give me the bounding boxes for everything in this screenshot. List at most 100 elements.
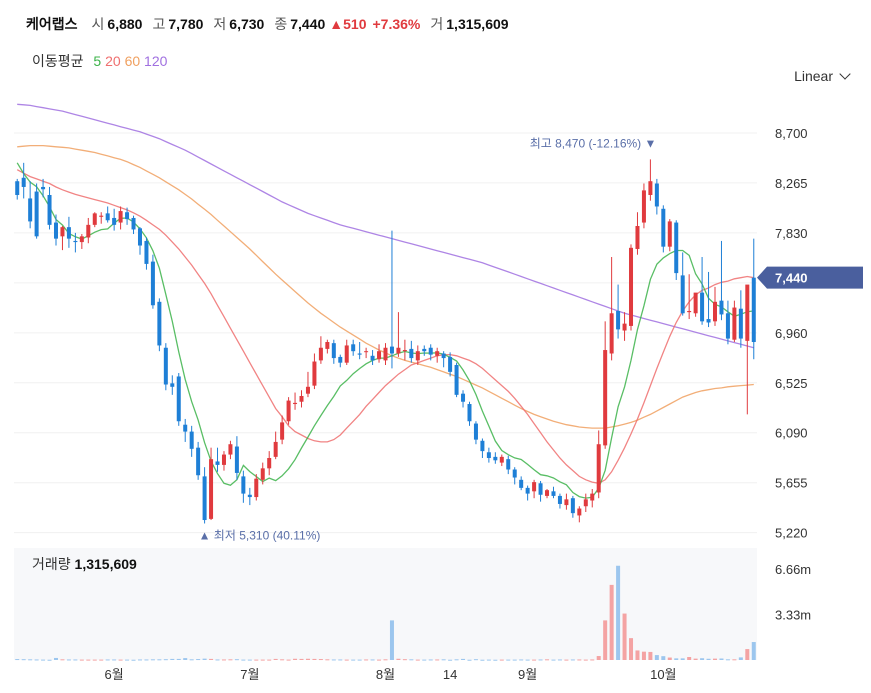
candle-body <box>415 351 420 361</box>
volume-bar <box>725 659 730 661</box>
volume-bar <box>144 659 149 661</box>
candle-body <box>525 487 530 494</box>
low-annotation: ▲ 최저 5,310 (40.11%) <box>199 528 321 542</box>
candle-body <box>383 347 388 361</box>
volume-bar <box>467 659 472 661</box>
candle-body <box>131 217 136 230</box>
candle-body <box>713 301 718 322</box>
volume-bar <box>590 659 595 661</box>
volume-bar <box>519 659 524 661</box>
candle-body <box>461 393 466 402</box>
candle-body <box>344 345 349 363</box>
candle-body <box>512 469 517 478</box>
x-tick-label: 9월 <box>518 667 537 682</box>
volume-bar <box>719 658 724 660</box>
ma-legend: 이동평균 5 20 60 120 <box>32 51 167 71</box>
volume-bar <box>202 658 207 660</box>
volume-bar <box>389 620 394 660</box>
volume-bar <box>732 659 737 661</box>
y-tick-label: 6,090 <box>775 426 808 441</box>
volume-bar <box>661 656 666 660</box>
candle-body <box>583 499 588 507</box>
candle-body <box>280 422 285 440</box>
candle-body <box>221 454 226 465</box>
candle-body <box>338 356 343 363</box>
volume-bar <box>293 658 298 660</box>
candle-body <box>241 476 246 494</box>
volume-bar <box>183 658 188 660</box>
open-value: 6,880 <box>107 16 143 32</box>
scale-select[interactable]: Linear <box>794 67 851 84</box>
volume-panel-label: 거래량 1,315,609 <box>32 554 137 574</box>
scale-select-value: Linear <box>794 68 833 84</box>
candle-body <box>622 323 627 331</box>
low-value: 6,730 <box>229 16 265 32</box>
ma5-legend[interactable]: 5 <box>93 53 102 69</box>
ma60-legend[interactable]: 60 <box>124 53 141 69</box>
candle-body <box>732 307 737 340</box>
volume-bar <box>15 659 20 661</box>
candle-body <box>422 348 427 352</box>
volume-bar <box>461 658 466 660</box>
candle-body <box>21 177 26 187</box>
volume-bar <box>338 659 343 661</box>
ma120-legend[interactable]: 120 <box>144 53 168 69</box>
candle-body <box>654 183 659 207</box>
high-annotation: 최고 8,470 (-12.16%) ▼ <box>530 136 657 150</box>
volume-bar <box>150 659 155 661</box>
volume-bar <box>99 659 104 661</box>
y-tick-label: 7,830 <box>775 226 808 241</box>
x-tick-label: 10월 <box>650 667 676 682</box>
candle-body <box>751 277 756 343</box>
volume-bar <box>693 658 698 660</box>
volume-bar <box>73 659 78 661</box>
candle-body <box>28 198 33 222</box>
candle-body <box>15 181 20 195</box>
candle-body <box>590 493 595 501</box>
candle-body <box>409 348 414 359</box>
candle-body <box>616 310 621 330</box>
volume-bar <box>21 659 26 661</box>
volume-bar <box>92 659 97 661</box>
ma20-legend[interactable]: 20 <box>105 53 121 69</box>
x-tick-label: 8월 <box>376 667 395 682</box>
volume-bar <box>312 658 317 660</box>
volume-panel-value: 1,315,609 <box>74 556 137 572</box>
candle-body <box>661 208 666 247</box>
volume-bar <box>60 659 65 661</box>
x-tick-label: 7월 <box>240 667 259 682</box>
candle-body <box>396 347 401 354</box>
candle-body <box>499 456 504 463</box>
candle-body <box>700 292 705 322</box>
volume-bar <box>286 659 291 661</box>
volume-bar <box>221 659 226 661</box>
candle-body <box>299 395 304 402</box>
candle-body <box>609 313 614 354</box>
volume-bar <box>674 658 679 660</box>
volume-bar <box>383 659 388 661</box>
volume-bar <box>157 659 162 661</box>
volume-bar <box>409 659 414 661</box>
volume-bar <box>209 658 214 660</box>
volume-bar <box>751 642 756 660</box>
volume-bar <box>267 659 272 661</box>
volume-bar <box>493 659 498 661</box>
volume-bar <box>525 659 530 661</box>
candle-body <box>674 222 679 274</box>
candle-body <box>667 221 672 247</box>
candle-body <box>86 224 91 238</box>
volume-bar <box>79 659 84 661</box>
candle-body <box>183 424 188 432</box>
y-tick-label: 5,655 <box>775 476 808 491</box>
candle-body <box>377 351 382 360</box>
candle-body <box>441 353 446 359</box>
volume-bar <box>713 658 718 660</box>
volume-bar <box>641 651 646 660</box>
candle-body <box>92 213 97 225</box>
volume-bar <box>454 659 459 661</box>
candle-body <box>331 343 336 359</box>
volume-panel-title: 거래량 <box>32 556 71 572</box>
volume-bar <box>706 658 711 660</box>
candle-body <box>680 275 685 314</box>
